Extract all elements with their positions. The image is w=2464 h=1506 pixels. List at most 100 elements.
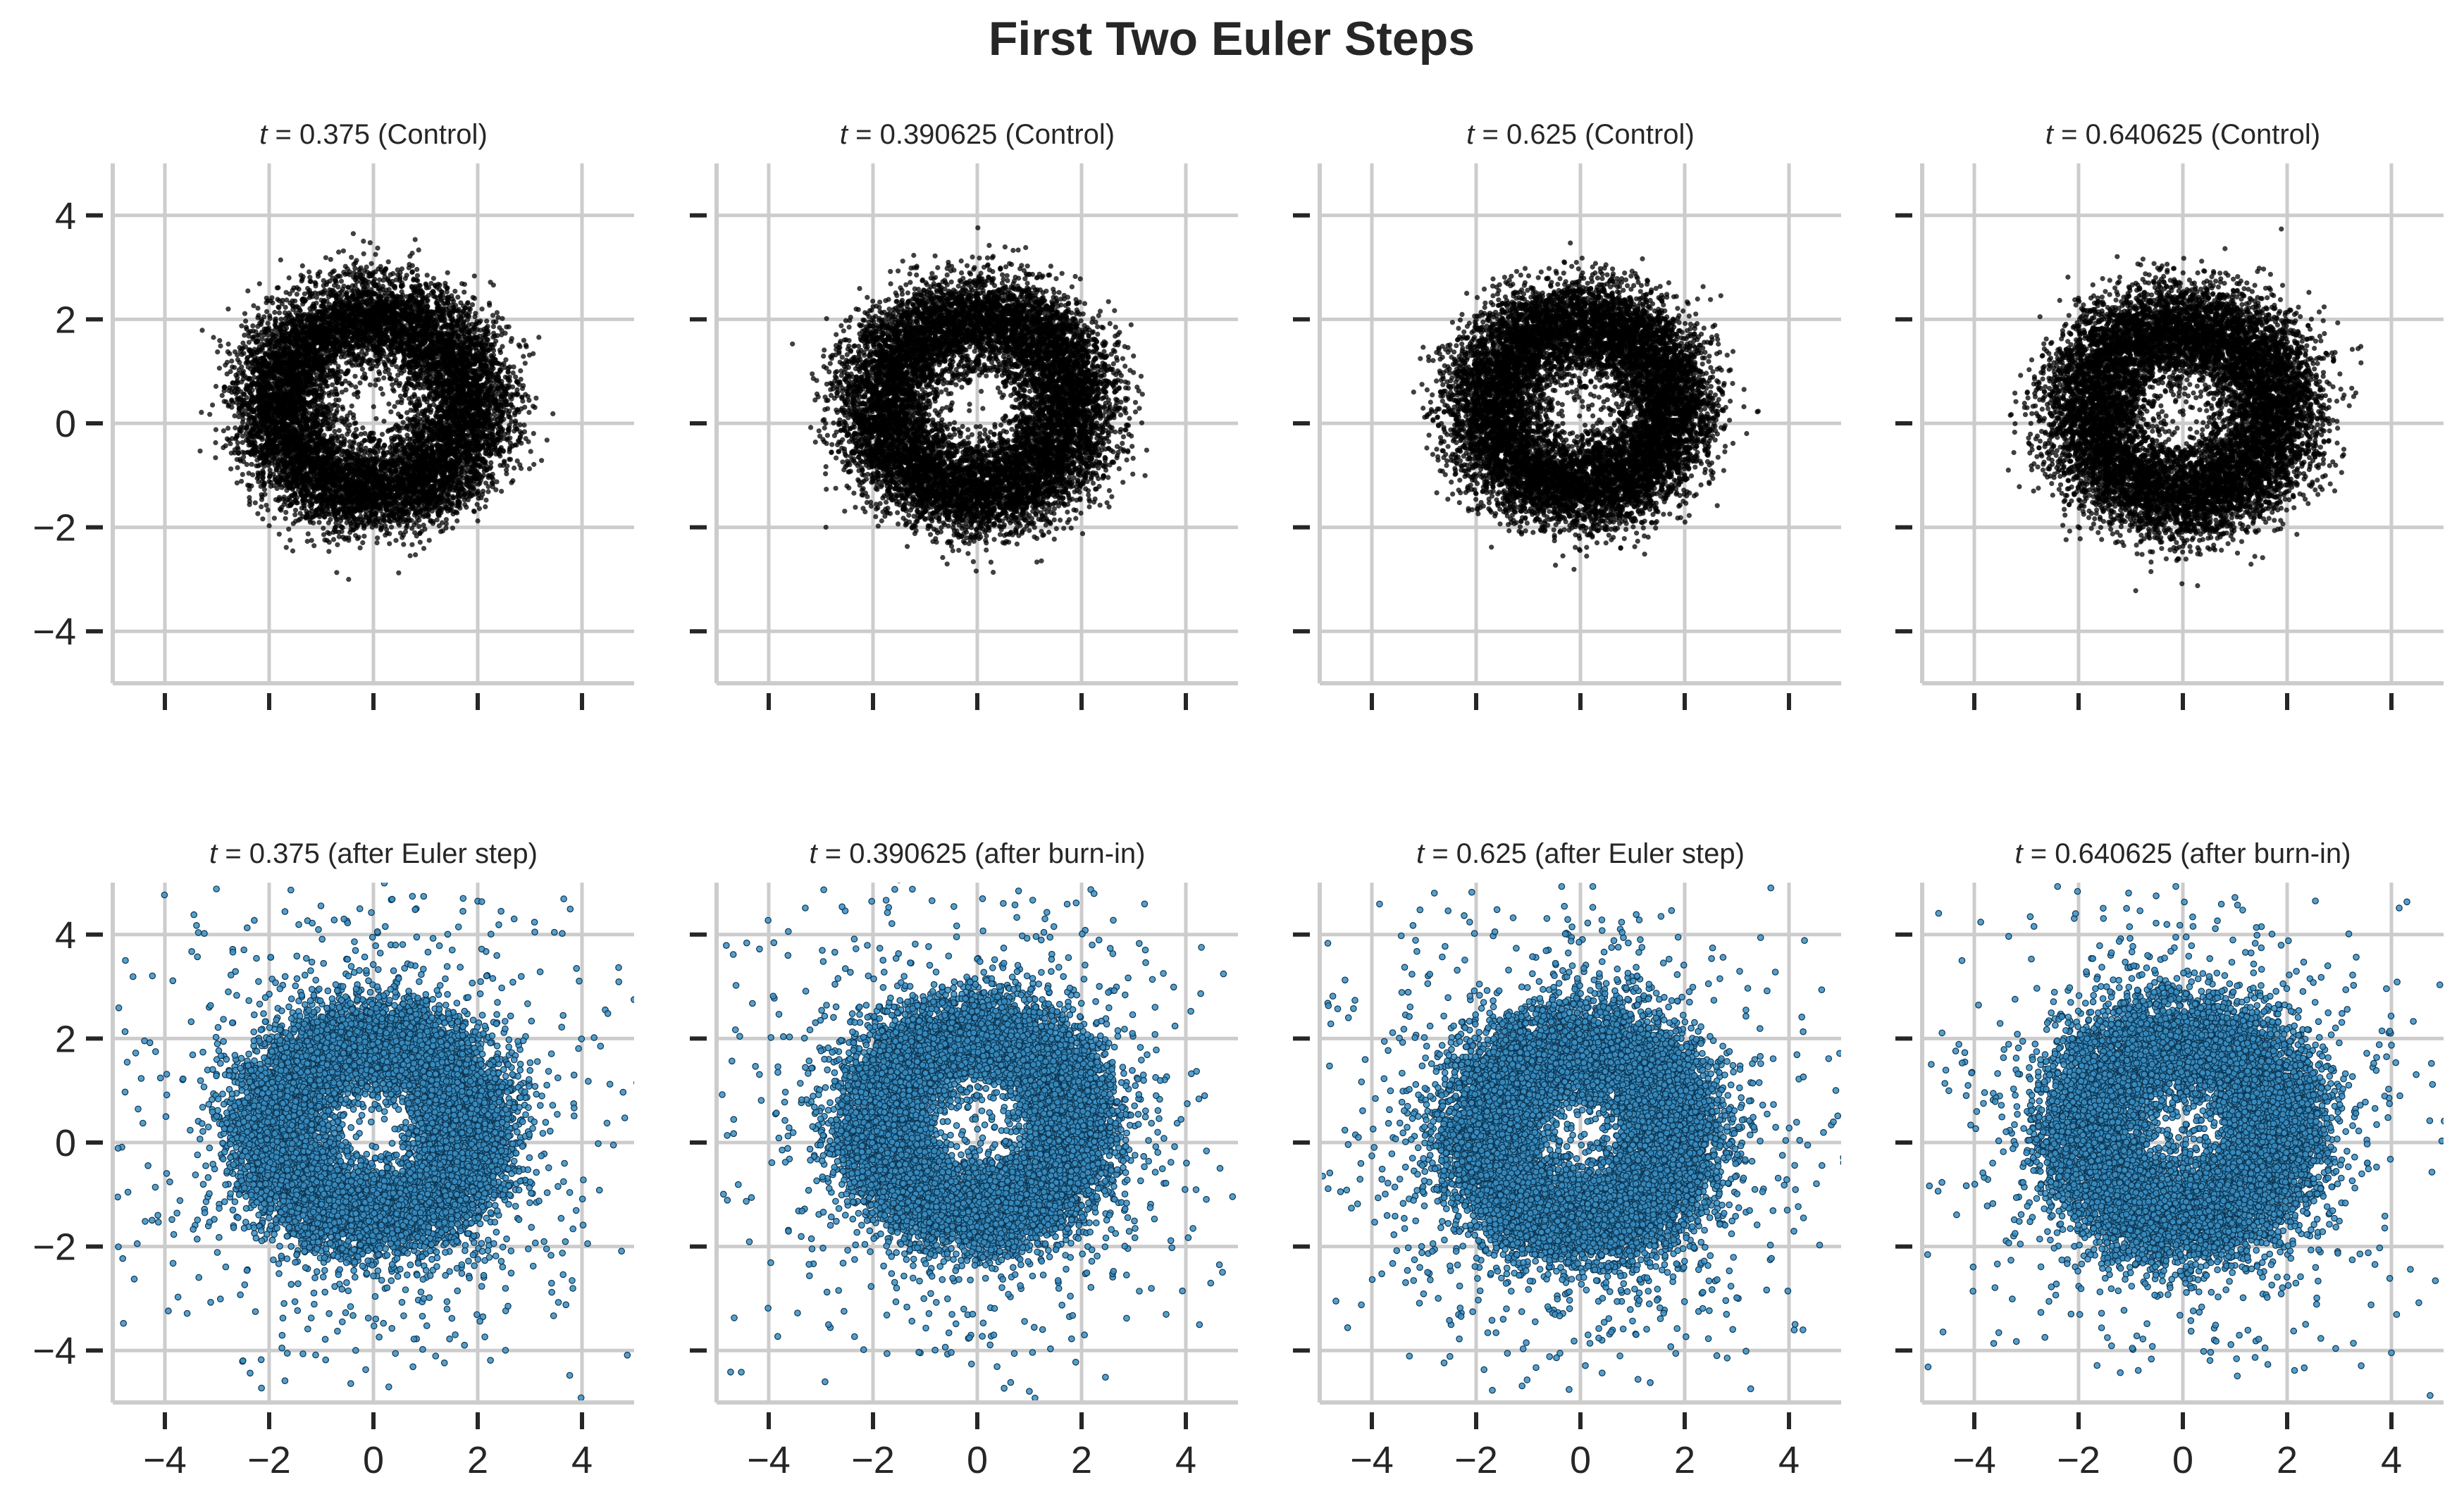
scatter-point <box>375 246 380 251</box>
scatter-point <box>416 247 421 252</box>
scatter-point <box>495 315 500 320</box>
scatter-point <box>234 435 239 440</box>
scatter-point <box>233 425 237 430</box>
scatter-point <box>332 268 337 273</box>
scatter-point <box>523 361 528 366</box>
scatter-point <box>539 458 544 463</box>
scatter-point <box>396 571 401 575</box>
scatter-point <box>336 249 341 254</box>
scatter-point <box>491 324 496 329</box>
scatter-point <box>477 320 482 325</box>
scatter-point <box>418 540 423 544</box>
scatter-point <box>369 261 374 266</box>
scatter-point <box>292 512 297 517</box>
scatter-point <box>528 449 533 454</box>
grid <box>113 163 634 683</box>
scatter-point <box>382 442 387 447</box>
scatter-point <box>360 540 365 545</box>
scatter-point <box>321 432 326 437</box>
scatter-point <box>550 411 555 416</box>
scatter-point <box>287 275 292 280</box>
scatter-point <box>512 466 516 471</box>
scatter-point <box>472 314 477 319</box>
scatter-point <box>504 325 509 330</box>
scatter-point <box>536 335 541 340</box>
scatter-point <box>421 546 426 551</box>
scatter-point <box>334 570 339 575</box>
scatter-point <box>260 516 265 521</box>
scatter-point <box>454 518 459 523</box>
scatter-point <box>323 255 328 260</box>
figure-title: First Two Euler Steps <box>989 12 1475 66</box>
scatter-point <box>393 538 398 543</box>
scatter-point <box>531 462 536 467</box>
scatter-point <box>295 292 299 297</box>
scatter-point <box>336 397 341 402</box>
scatter-point <box>358 545 363 550</box>
scatter-point <box>487 301 492 306</box>
scatter-point <box>380 432 385 437</box>
scatter-point <box>361 251 366 256</box>
scatter-point <box>239 479 244 484</box>
scatter-point <box>283 510 288 515</box>
scatter-point <box>213 455 218 460</box>
scatter-point <box>493 319 498 324</box>
scatter-point <box>259 497 264 502</box>
scatter-point <box>373 416 378 421</box>
scatter-point <box>330 382 335 387</box>
scatter-point <box>272 516 277 521</box>
scatter-point <box>388 409 393 414</box>
scatter-point <box>243 318 248 323</box>
scatter-point <box>218 344 223 349</box>
scatter-point <box>349 404 354 409</box>
scatter-point <box>483 497 488 502</box>
scatter-point <box>346 577 351 582</box>
scatter-point <box>257 281 262 286</box>
scatter-point <box>349 255 354 260</box>
scatter-point <box>207 412 212 417</box>
scatter-point <box>332 429 337 434</box>
scatter-points <box>197 231 555 582</box>
scatter-point <box>455 294 460 299</box>
scatter-point <box>245 288 250 293</box>
scatter-point <box>526 440 531 444</box>
scatter-point <box>265 321 270 325</box>
scatter-point <box>427 538 432 543</box>
scatter-point <box>368 382 373 387</box>
scatter-point <box>352 374 357 379</box>
scatter-point <box>380 392 385 397</box>
scatter-point <box>507 364 512 369</box>
scatter-point <box>389 525 394 530</box>
scatter-point <box>445 270 450 275</box>
scatter-point <box>375 535 380 540</box>
scatter-point <box>264 300 268 305</box>
scatter-point <box>229 359 234 363</box>
scatter-point <box>357 380 362 385</box>
scatter-point <box>425 273 430 278</box>
scatter-point <box>213 384 218 389</box>
scatter-point <box>410 263 415 268</box>
scatter-point <box>480 306 485 311</box>
scatter-point <box>335 542 340 547</box>
scatter-point <box>278 257 283 262</box>
scatter-point <box>375 540 380 545</box>
scatter-point <box>316 520 321 525</box>
scatter-point <box>230 364 235 369</box>
scatter-point <box>518 423 523 428</box>
scatter-point <box>456 309 461 313</box>
scatter-point <box>210 402 215 407</box>
scatter-point <box>221 428 226 433</box>
scatter-point <box>199 328 204 332</box>
scatter-point <box>328 257 333 262</box>
scatter-point <box>431 276 436 281</box>
scatter-point <box>264 309 269 314</box>
scatter-point <box>346 535 351 540</box>
scatter-point <box>260 435 265 440</box>
scatter-point <box>361 534 366 539</box>
scatter-point <box>255 306 260 311</box>
scatter-point <box>278 317 283 322</box>
scatter-point <box>533 405 538 410</box>
